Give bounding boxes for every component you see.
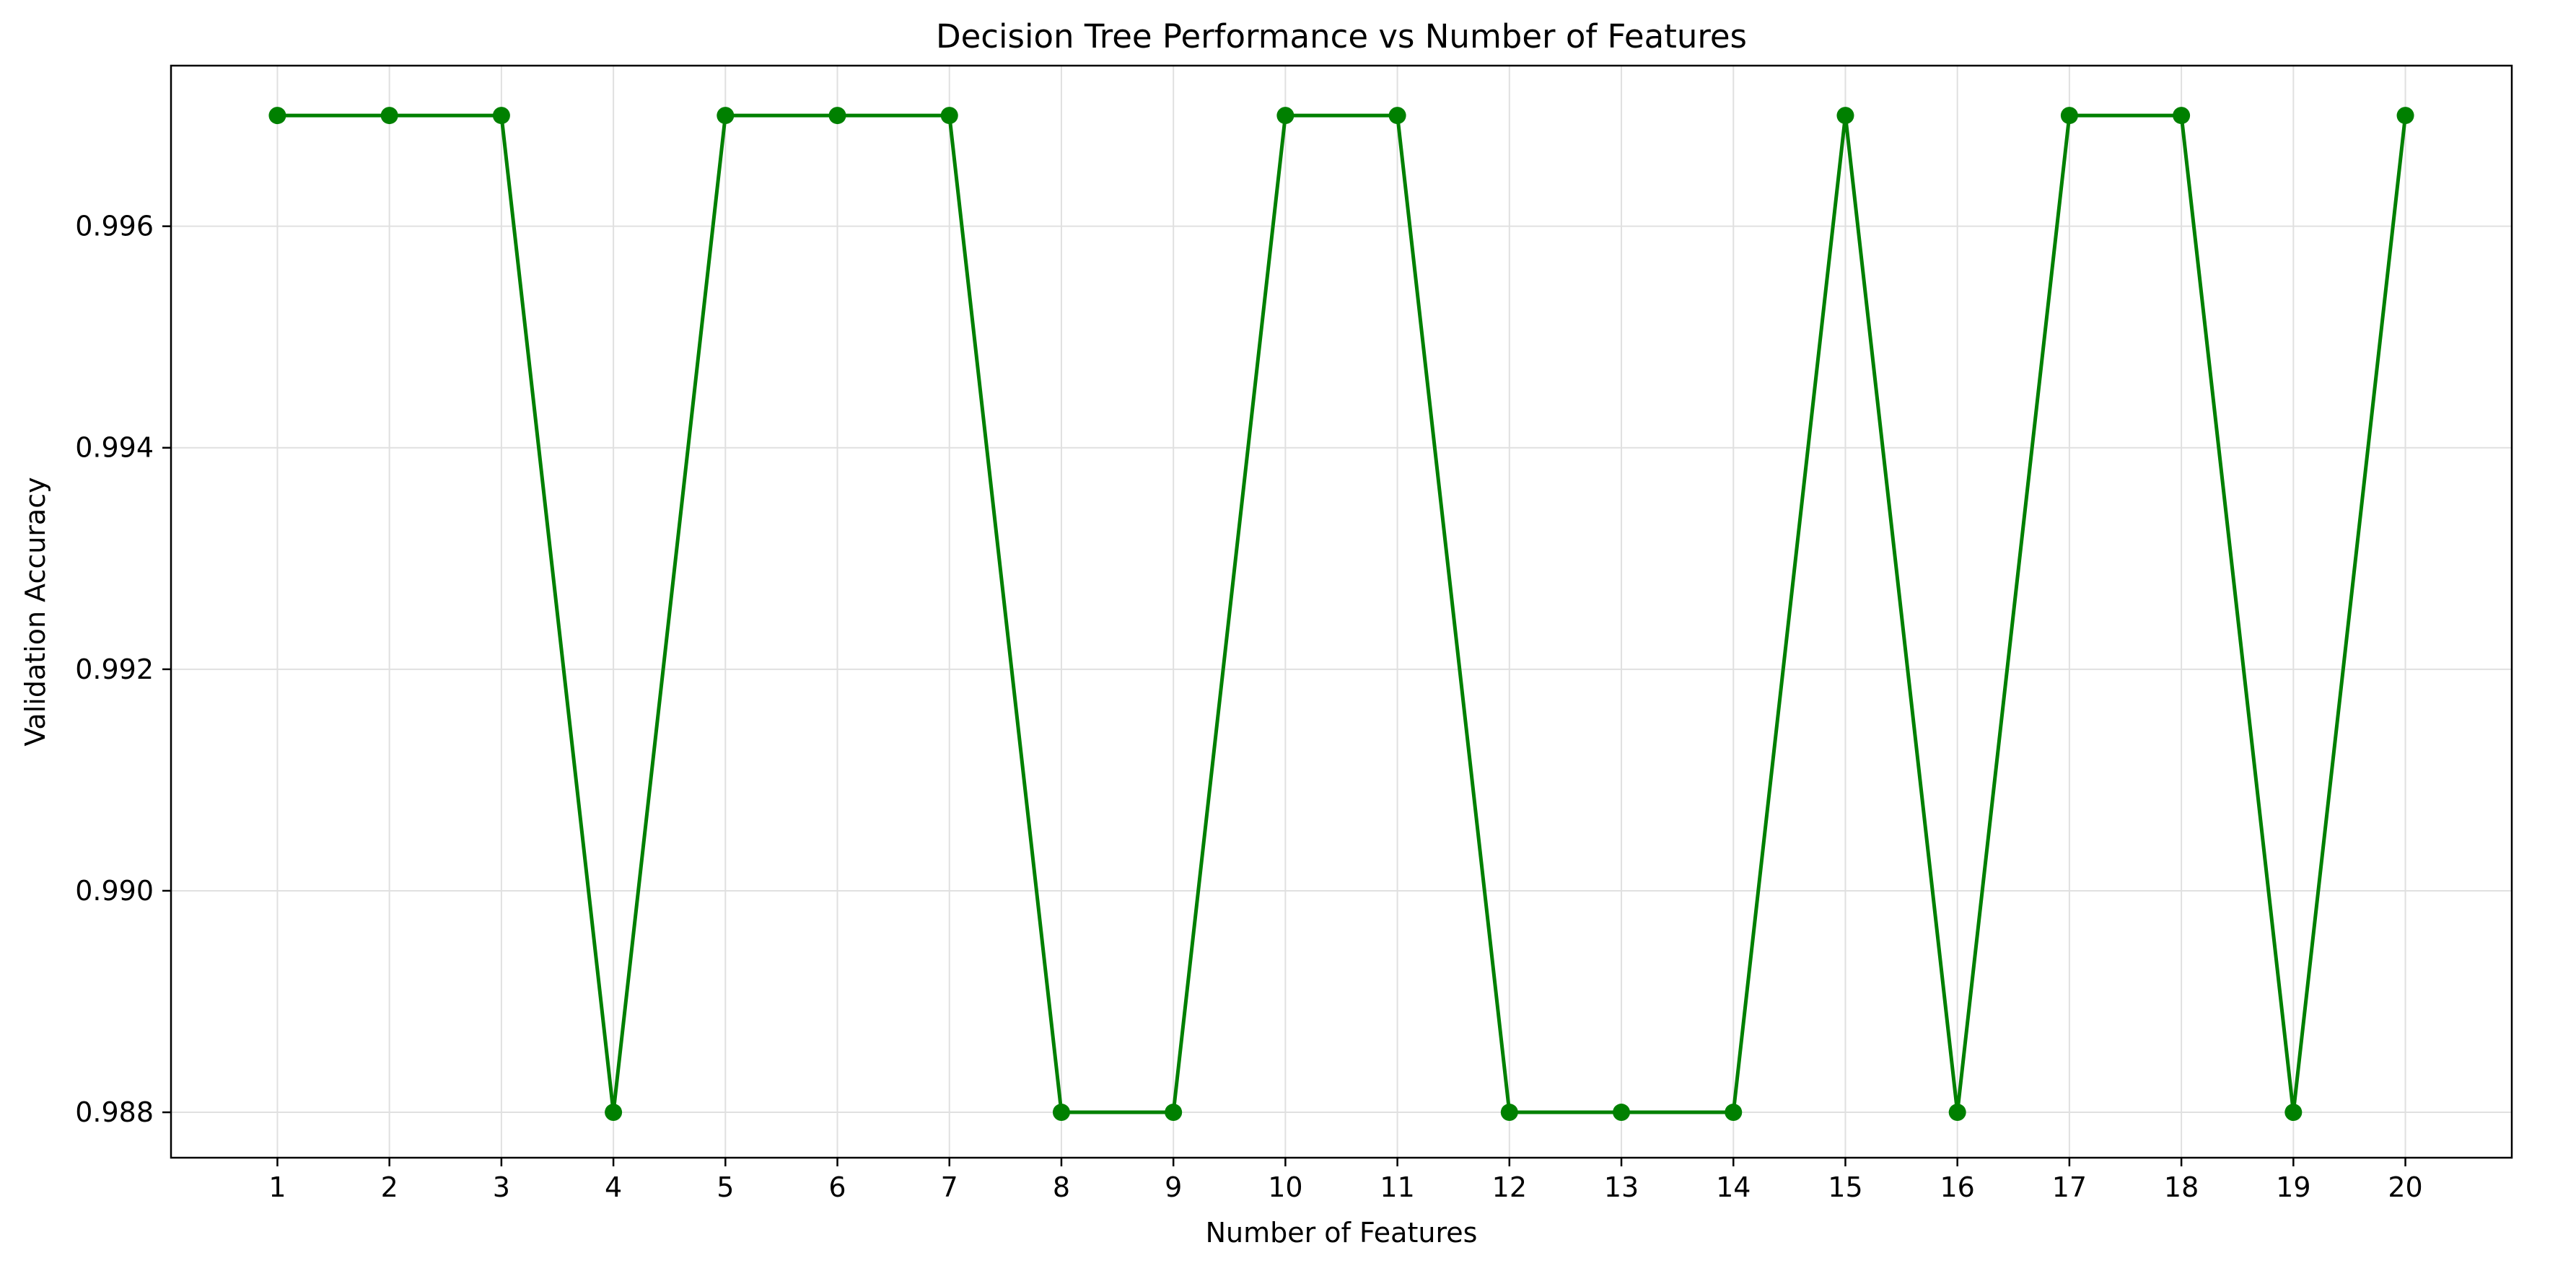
y-axis-label: Validation Accuracy [19,477,51,746]
data-point [2173,107,2191,125]
x-tick-label: 10 [1268,1171,1302,1203]
data-point [2060,107,2078,125]
series-layer [268,107,2414,1122]
x-tick-label: 19 [2276,1171,2310,1203]
data-point [492,107,510,125]
x-tick-label: 5 [717,1171,734,1203]
data-point [1500,1104,1518,1122]
data-point [1948,1104,1966,1122]
data-point [828,107,846,125]
y-tick-label: 0.996 [75,211,154,242]
series-line [277,113,2408,1114]
x-axis-label: Number of Features [1206,1217,1478,1249]
x-tick-label: 17 [2052,1171,2087,1203]
data-point [2284,1104,2303,1122]
axes-frame [170,64,2513,1159]
x-tick-label: 6 [828,1171,846,1203]
x-tick-label: 7 [941,1171,958,1203]
data-point [1165,1104,1183,1122]
data-point [380,107,398,125]
x-tick-label: 9 [1165,1171,1182,1203]
x-tick-label: 15 [1828,1171,1862,1203]
data-point [717,107,735,125]
x-tick-label: 1 [268,1171,286,1203]
y-tick-label: 0.992 [75,654,154,685]
x-tick-label: 8 [1053,1171,1070,1203]
data-point [1276,107,1294,125]
x-tick-label: 14 [1716,1171,1751,1203]
y-tick-label: 0.994 [75,432,154,464]
x-tick-label: 13 [1604,1171,1639,1203]
x-tick-label: 18 [2164,1171,2199,1203]
data-point [2396,107,2414,125]
chart-title: Decision Tree Performance vs Number of F… [936,17,1747,56]
data-point [1725,1104,1743,1122]
x-tick-label: 16 [1940,1171,1975,1203]
y-tick-label: 0.988 [75,1096,154,1128]
data-point [1052,1104,1070,1122]
data-point [1836,107,1854,125]
data-point [940,107,958,125]
x-tick-label: 12 [1492,1171,1527,1203]
x-tick-label: 11 [1380,1171,1414,1203]
data-point [268,107,286,125]
data-point [1613,1104,1631,1122]
x-tick-label: 4 [605,1171,622,1203]
x-tick-label: 20 [2388,1171,2422,1203]
grid-layer [171,66,2512,1158]
ticks-layer: 1 2 3 4 5 6 7 8 9 10 11 12 13 14 15 16 17 18 19 200.9880.99… [75,211,2423,1203]
data-point [605,1104,623,1122]
y-tick-label: 0.990 [75,875,154,907]
x-tick-label: 2 [381,1171,398,1203]
x-tick-label: 3 [493,1171,510,1203]
data-point [1388,107,1406,125]
